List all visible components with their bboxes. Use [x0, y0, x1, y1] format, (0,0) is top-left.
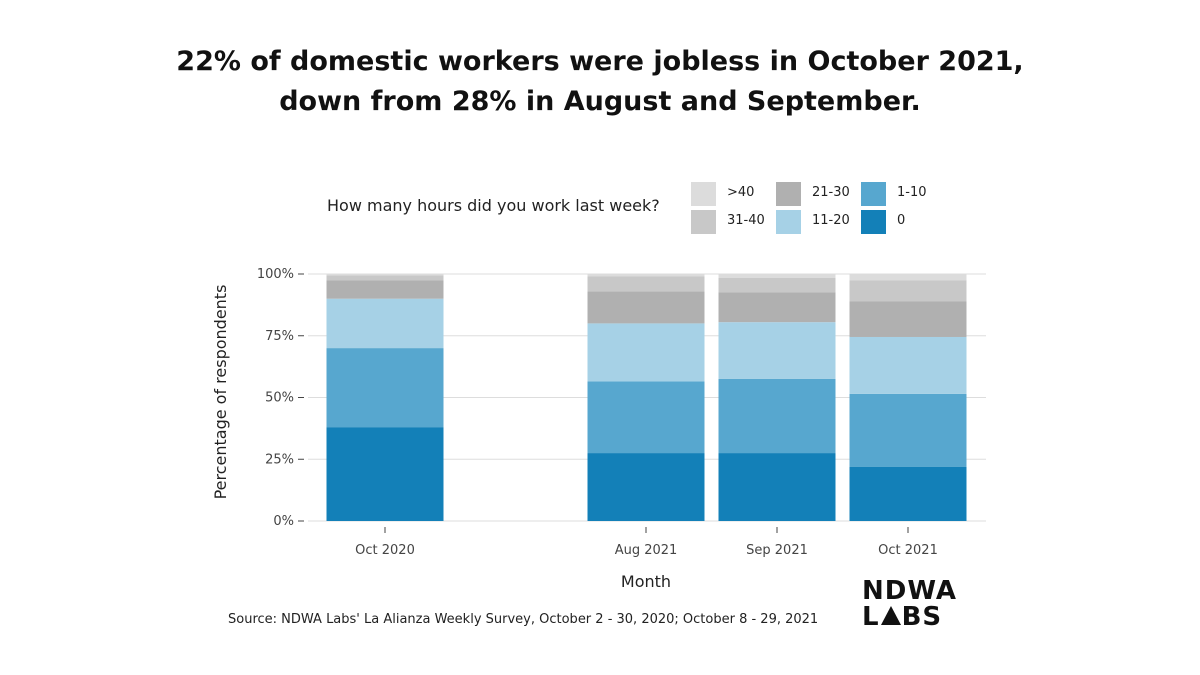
bar-segment — [326, 298, 444, 349]
logo-line-1: NDWA — [862, 576, 957, 606]
bar-segment — [718, 453, 836, 521]
legend-swatch — [691, 210, 716, 234]
bar-segment — [326, 427, 444, 521]
y-tick-label: 0% — [273, 514, 294, 529]
legend-label: 0 — [897, 213, 906, 228]
legend-swatch — [776, 210, 801, 234]
bar-segment — [718, 378, 836, 454]
bar-segment — [587, 381, 705, 454]
bar-segment — [587, 453, 705, 521]
ndwa-labs-logo: NDWA L BS — [862, 578, 957, 630]
y-tick-label: 50% — [265, 391, 294, 406]
bar-segment — [849, 466, 967, 521]
legend-title: How many hours did you work last week? — [327, 196, 660, 215]
x-tick-label: Sep 2021 — [746, 543, 808, 558]
bar-segment — [849, 274, 967, 281]
bar-segment — [718, 292, 836, 323]
y-tick-label: 25% — [265, 452, 294, 467]
logo-triangle-icon — [880, 606, 901, 625]
chart-title-line-1: 22% of domestic workers were jobless in … — [176, 46, 1024, 77]
legend-swatch — [861, 210, 886, 234]
bar-segment — [718, 277, 836, 293]
bar-segment — [849, 393, 967, 467]
x-tick-label: Oct 2020 — [355, 543, 415, 558]
legend-swatch — [691, 182, 716, 206]
chart-title-line-2: down from 28% in August and September. — [279, 86, 921, 117]
x-tick-label: Oct 2021 — [878, 543, 938, 558]
bar-segment — [326, 274, 444, 276]
bar-segment — [849, 280, 967, 302]
y-axis-label: Percentage of respondents — [211, 285, 230, 500]
y-tick-label: 75% — [265, 329, 294, 344]
legend-swatch — [861, 182, 886, 206]
bar-segment — [718, 322, 836, 379]
logo-line-2: L BS — [862, 604, 957, 630]
bar-segment — [326, 280, 444, 299]
bar-segment — [326, 275, 444, 281]
bar-segment — [587, 276, 705, 292]
logo-bs: BS — [901, 602, 943, 632]
legend-swatch — [776, 182, 801, 206]
legend-label: 1-10 — [897, 185, 927, 200]
bar-segment — [587, 274, 705, 277]
x-tick-label: Aug 2021 — [615, 543, 678, 558]
bar-segment — [718, 274, 836, 278]
bar-segment — [326, 348, 444, 428]
source-footnote: Source: NDWA Labs' La Alianza Weekly Sur… — [228, 612, 819, 627]
legend-label: 31-40 — [727, 213, 765, 228]
chart-title: 22% of domestic workers were jobless in … — [0, 42, 1200, 122]
bar-segment — [849, 301, 967, 337]
y-tick-label: 100% — [257, 267, 294, 282]
x-axis-label: Month — [621, 572, 671, 591]
bar-segment — [587, 323, 705, 382]
logo-l: L — [862, 602, 880, 632]
legend-label: 21-30 — [812, 185, 850, 200]
legend-label: 11-20 — [812, 213, 850, 228]
bar-segment — [587, 291, 705, 324]
legend-label: >40 — [727, 185, 755, 200]
bar-segment — [849, 336, 967, 394]
